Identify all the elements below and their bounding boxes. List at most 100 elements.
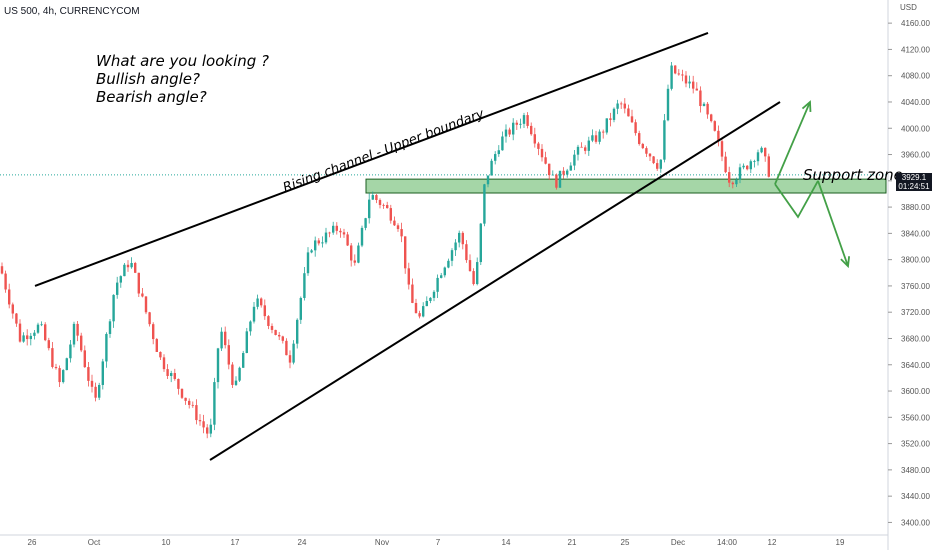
- candle-body: [281, 336, 284, 341]
- y-tick-label: 3840.00: [901, 229, 930, 238]
- candle-body: [508, 129, 511, 135]
- y-tick-label: 3600.00: [901, 387, 930, 396]
- candle-body: [432, 291, 436, 298]
- candle-body: [238, 367, 241, 381]
- candle-body: [400, 229, 403, 237]
- candle-body: [364, 218, 367, 228]
- candle-body: [645, 148, 648, 154]
- candle-body: [8, 289, 11, 305]
- candle-body: [634, 122, 637, 134]
- bearish-arrow-line: [817, 180, 849, 267]
- candle-body: [263, 305, 266, 317]
- support-zone-rect: [365, 178, 887, 194]
- candle-body: [494, 154, 497, 161]
- candle-body: [396, 225, 400, 230]
- y-tick-label: 3560.00: [901, 413, 930, 422]
- candle-body: [720, 141, 724, 157]
- candle-body: [353, 260, 356, 263]
- candle-body: [548, 163, 551, 176]
- y-tick-label: 4040.00: [901, 98, 930, 107]
- candle-body: [130, 263, 133, 268]
- candle-body: [72, 323, 76, 345]
- y-tick-label: 3520.00: [901, 440, 930, 449]
- bar-countdown: 01:24:51: [898, 182, 930, 191]
- candle-body: [371, 195, 374, 200]
- candle-body: [576, 146, 580, 155]
- candle-body: [674, 65, 677, 74]
- y-tick-label: 3960.00: [901, 151, 930, 160]
- candle-body: [551, 174, 554, 176]
- candle-body: [260, 298, 263, 306]
- candle-body: [342, 232, 346, 235]
- candle-body: [4, 273, 7, 290]
- candle-body: [454, 242, 457, 251]
- candle-body: [44, 324, 47, 341]
- candle-body: [292, 343, 295, 363]
- candle-body: [148, 312, 151, 325]
- candle-body: [630, 116, 634, 123]
- candle-body: [234, 380, 238, 385]
- candle-body: [692, 81, 695, 89]
- candle-body: [627, 108, 630, 117]
- candle-body: [162, 357, 166, 370]
- current-price-label: 3929.1 01:24:51: [896, 173, 932, 191]
- candle-body: [245, 331, 248, 354]
- candle-body: [641, 143, 644, 149]
- candle-body: [213, 382, 216, 425]
- candle-body: [742, 165, 745, 168]
- candle-body: [274, 329, 277, 335]
- x-tick-label: 10: [162, 538, 171, 547]
- candle-body: [335, 225, 338, 231]
- candle-body: [65, 358, 68, 371]
- candle-body: [252, 306, 256, 322]
- candle-body: [706, 103, 709, 115]
- candle-body: [425, 300, 428, 307]
- candle-body: [224, 331, 227, 346]
- candle-body: [530, 125, 533, 135]
- candle-body: [40, 324, 43, 326]
- candle-body: [216, 348, 220, 383]
- candle-body: [231, 364, 234, 385]
- candle-body: [472, 271, 475, 285]
- candle-body: [702, 103, 706, 107]
- candle-body: [537, 143, 540, 149]
- candle-body: [746, 165, 749, 170]
- candle-body: [105, 333, 108, 362]
- candle-body: [317, 240, 320, 244]
- candle-body: [296, 319, 299, 344]
- candle-body: [256, 298, 259, 307]
- candle-body: [713, 121, 716, 131]
- candle-body: [656, 163, 659, 169]
- candle-body: [648, 153, 652, 157]
- y-tick-label: 4080.00: [901, 72, 930, 81]
- candle-body: [764, 147, 767, 157]
- candle-body: [328, 232, 331, 234]
- candle-body: [324, 232, 328, 243]
- candle-body: [98, 384, 101, 398]
- y-tick-label: 4120.00: [901, 45, 930, 54]
- candle-body: [188, 400, 191, 405]
- candle-body: [598, 131, 601, 142]
- candle-body: [101, 361, 104, 385]
- candle-body: [519, 123, 522, 125]
- candle-body: [735, 179, 738, 185]
- candle-body: [652, 156, 655, 164]
- candle-body: [209, 424, 212, 434]
- candle-body: [670, 65, 673, 89]
- candle-body: [411, 284, 414, 303]
- candle-body: [144, 296, 148, 313]
- y-tick-label: 4160.00: [901, 19, 930, 28]
- candle-body: [159, 351, 162, 358]
- candle-body: [663, 120, 666, 160]
- candle-body: [443, 267, 446, 276]
- candle-body: [123, 264, 126, 277]
- candle-body: [94, 386, 97, 398]
- candle-body: [440, 275, 443, 278]
- candle-body: [738, 167, 742, 180]
- candle-body: [458, 232, 461, 243]
- x-tick-label: 7: [436, 538, 441, 547]
- candle-body: [22, 335, 25, 342]
- candle-body: [468, 260, 472, 272]
- symbol-title: US 500, 4h, CURRENCYCOM: [4, 6, 140, 17]
